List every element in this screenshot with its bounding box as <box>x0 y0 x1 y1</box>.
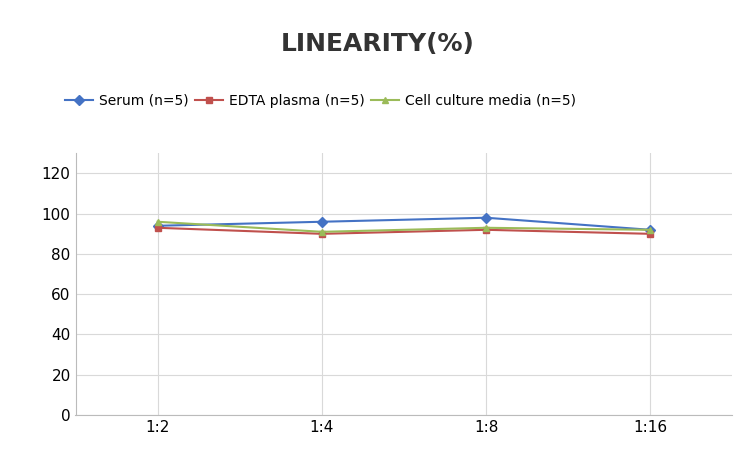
Line: EDTA plasma (n=5): EDTA plasma (n=5) <box>154 224 654 237</box>
Cell culture media (n=5) <box>153 219 162 225</box>
Serum (n=5) <box>482 215 491 221</box>
EDTA plasma (n=5) <box>317 231 326 236</box>
EDTA plasma (n=5) <box>153 225 162 230</box>
Text: LINEARITY(%): LINEARITY(%) <box>281 32 474 55</box>
Serum (n=5) <box>317 219 326 225</box>
Line: Cell culture media (n=5): Cell culture media (n=5) <box>154 218 654 235</box>
EDTA plasma (n=5) <box>482 227 491 233</box>
Legend: Serum (n=5), EDTA plasma (n=5), Cell culture media (n=5): Serum (n=5), EDTA plasma (n=5), Cell cul… <box>60 88 581 113</box>
Serum (n=5) <box>153 223 162 229</box>
Cell culture media (n=5) <box>482 225 491 230</box>
Cell culture media (n=5) <box>646 227 655 233</box>
EDTA plasma (n=5) <box>646 231 655 236</box>
Cell culture media (n=5) <box>317 229 326 235</box>
Line: Serum (n=5): Serum (n=5) <box>154 214 654 233</box>
Serum (n=5) <box>646 227 655 233</box>
